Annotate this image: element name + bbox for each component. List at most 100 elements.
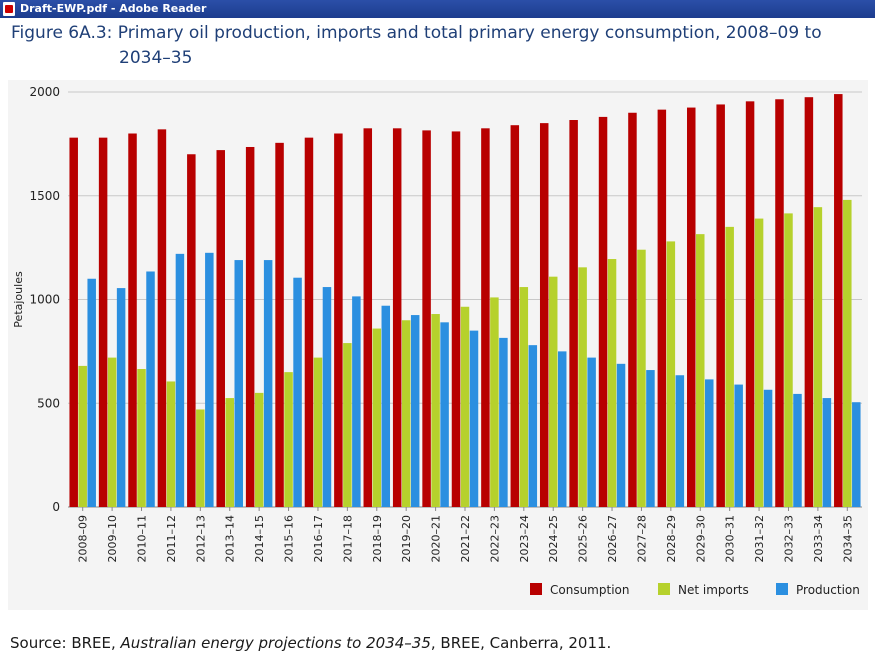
- x-tick-label: 2017–18: [341, 515, 354, 563]
- bar-net-imports: [196, 409, 205, 507]
- bar-consumption: [598, 116, 608, 508]
- y-tick-label: 1000: [29, 293, 60, 307]
- bar-production: [263, 260, 273, 507]
- x-tick-label: 2033–34: [812, 515, 825, 563]
- x-tick-label: 2008–09: [77, 515, 90, 563]
- bar-net-imports: [460, 306, 470, 507]
- bar-production: [146, 271, 155, 507]
- bar-net-imports: [784, 213, 793, 507]
- bar-consumption: [657, 109, 667, 507]
- bar-consumption: [834, 94, 843, 507]
- x-tick-label: 2032–33: [782, 515, 795, 563]
- x-tick-label: 2028–29: [665, 515, 678, 563]
- x-tick-label: 2025–26: [577, 515, 590, 563]
- bar-consumption: [716, 104, 725, 507]
- y-tick-label: 0: [52, 500, 60, 514]
- x-tick-label: 2010–11: [136, 515, 149, 563]
- bar-production: [175, 253, 185, 507]
- x-tick-label: 2029–30: [694, 515, 707, 563]
- bar-consumption: [98, 137, 108, 507]
- adobe-pdf-icon: [3, 2, 15, 16]
- legend-net-imports-swatch: [658, 583, 670, 595]
- bar-consumption: [304, 137, 314, 507]
- bar-consumption: [245, 146, 255, 508]
- x-tick-label: 2023–24: [518, 515, 531, 563]
- bar-net-imports: [754, 218, 764, 507]
- x-tick-label: 2031–32: [753, 515, 766, 563]
- y-tick-label: 500: [37, 396, 60, 410]
- y-axis-label: Petajoules: [12, 271, 25, 328]
- x-tick-label: 2030–31: [724, 515, 737, 563]
- bar-net-imports: [607, 259, 617, 507]
- x-tick-label: 2024–25: [547, 515, 560, 563]
- figure-title-line1: Figure 6A.3: Primary oil production, imp…: [11, 23, 822, 43]
- bar-production: [410, 315, 420, 507]
- bar-consumption: [157, 129, 167, 507]
- x-tick-label: 2015–16: [283, 515, 296, 563]
- bar-net-imports: [343, 343, 352, 507]
- bar-production: [499, 337, 508, 507]
- bar-net-imports: [843, 199, 852, 507]
- x-tick-label: 2016–17: [312, 515, 325, 563]
- source-suffix: , BREE, Canberra, 2011.: [430, 634, 612, 652]
- bar-net-imports: [519, 287, 529, 507]
- bar-net-imports: [725, 226, 734, 507]
- bar-net-imports: [637, 249, 646, 507]
- x-tick-label: 2026–27: [606, 515, 619, 563]
- x-tick-label: 2021–22: [459, 515, 472, 563]
- bar-net-imports: [431, 314, 440, 507]
- bar-chart: 0 500 1000 1500 2000 Petajoules 2008–09 2009–10…: [12, 85, 862, 597]
- bar-production: [557, 351, 567, 507]
- bar-net-imports: [254, 392, 264, 507]
- bar-net-imports: [78, 365, 87, 507]
- bar-production: [675, 375, 685, 507]
- x-tick-label: 2012–13: [194, 515, 207, 563]
- x-tick-label: 2020–21: [430, 515, 443, 563]
- chart-area: 0 500 1000 1500 2000 Petajoules 2008–09 2009–10…: [8, 80, 868, 610]
- bar-consumption: [216, 150, 225, 507]
- x-tick-label: 2034–35: [841, 515, 854, 563]
- x-tick-label: 2013–14: [224, 515, 237, 563]
- bar-net-imports: [813, 207, 823, 507]
- bar-production: [322, 287, 332, 507]
- bar-net-imports: [284, 372, 293, 507]
- bar-production: [822, 398, 832, 507]
- bar-net-imports: [372, 328, 382, 507]
- x-tick-label: 2022–23: [488, 515, 501, 563]
- source-prefix: Source: BREE,: [10, 634, 121, 652]
- bar-production: [381, 305, 391, 507]
- x-tick-label: 2014–15: [253, 515, 266, 563]
- x-tick-label: 2018–19: [371, 515, 384, 563]
- x-tick-label: 2019–20: [400, 515, 413, 563]
- figure-title: Figure 6A.3: Primary oil production, imp…: [11, 21, 851, 71]
- legend-consumption-label: Consumption: [550, 583, 629, 597]
- legend-production-label: Production: [796, 583, 860, 597]
- bar-consumption: [334, 133, 343, 507]
- bar-production: [116, 288, 126, 507]
- bar-net-imports: [225, 398, 234, 507]
- bar-production: [587, 357, 596, 507]
- bar-consumption: [187, 154, 196, 507]
- bar-net-imports: [696, 234, 705, 507]
- bar-net-imports: [490, 297, 499, 507]
- bar-net-imports: [313, 357, 323, 507]
- bar-production: [705, 379, 714, 507]
- figure-title-line2: 2034–35: [119, 48, 193, 68]
- bar-consumption: [569, 120, 578, 507]
- x-tick-label: 2027–28: [635, 515, 648, 563]
- bar-production: [793, 393, 802, 507]
- bar-consumption: [539, 123, 549, 507]
- bar-production: [293, 277, 302, 507]
- legend-production-swatch: [776, 583, 788, 595]
- bar-consumption: [481, 128, 490, 507]
- bar-consumption: [628, 112, 637, 507]
- bar-net-imports: [578, 267, 587, 507]
- bar-production: [440, 322, 449, 507]
- bar-consumption: [510, 125, 520, 507]
- bar-net-imports: [107, 357, 117, 507]
- bar-production: [469, 330, 479, 507]
- bar-production: [528, 345, 538, 507]
- legend-net-imports-label: Net imports: [678, 583, 749, 597]
- bar-production: [616, 363, 626, 507]
- source-note: Source: BREE, Australian energy projecti…: [10, 634, 611, 652]
